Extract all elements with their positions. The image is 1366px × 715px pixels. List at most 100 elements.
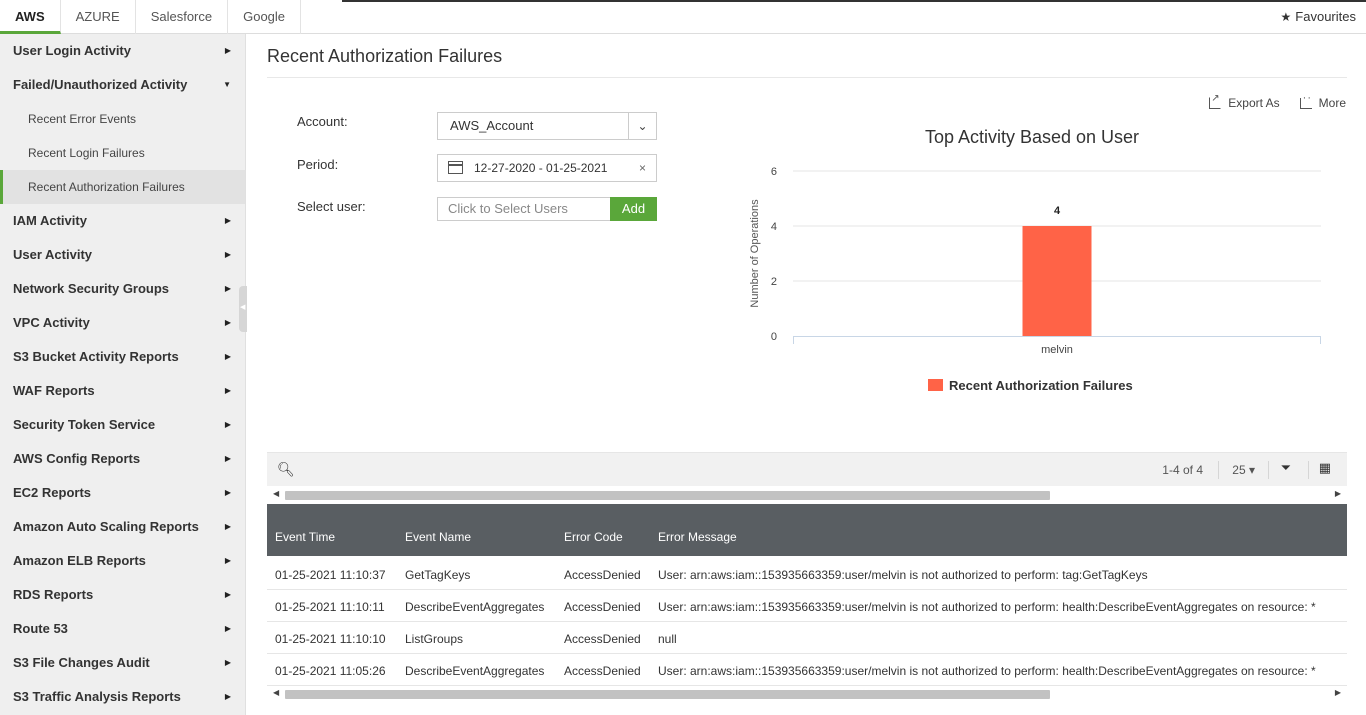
- sidebar-item-aws-config-reports[interactable]: AWS Config Reports ▶: [0, 442, 245, 476]
- sidebar-item-label: Failed/Unauthorized Activity: [13, 77, 188, 92]
- bar-data-label: 4: [1054, 205, 1061, 217]
- sidebar-item-label: User Login Activity: [13, 43, 131, 58]
- sidebar-item-amazon-elb-reports[interactable]: Amazon ELB Reports ▶: [0, 544, 245, 578]
- column-header-error-message[interactable]: Error Message: [658, 530, 737, 544]
- sidebar: User Login Activity ▶ Failed/Unauthorized…: [0, 34, 247, 715]
- scroll-right-icon[interactable]: ▶: [1334, 489, 1341, 498]
- sidebar-item-user-activity[interactable]: User Activity ▶: [0, 238, 245, 272]
- tab-google[interactable]: Google: [228, 0, 302, 34]
- main-content: Recent Authorization Failures Account: A…: [247, 34, 1366, 715]
- table-row[interactable]: 01-25-2021 11:10:37 GetTagKeys AccessDen…: [267, 558, 1347, 590]
- cell-event-name: DescribeEventAggregates: [405, 664, 545, 678]
- scroll-right-icon[interactable]: ▶: [1334, 688, 1341, 697]
- sidebar-item-s3-traffic-analysis-reports[interactable]: S3 Traffic Analysis Reports ▶: [0, 680, 245, 714]
- sidebar-item-label: Network Security Groups: [13, 281, 170, 296]
- toolbar-divider: [1268, 461, 1269, 479]
- sidebar-item-vpc-activity[interactable]: VPC Activity ▶: [0, 306, 245, 340]
- cell-event-time: 01-25-2021 11:10:11: [275, 600, 385, 614]
- select-users-input[interactable]: Click to Select Users: [437, 197, 611, 221]
- caret-right-icon: ▶: [224, 352, 231, 361]
- title-divider: [267, 77, 1347, 78]
- sidebar-item-label: VPC Activity: [13, 315, 90, 330]
- toolbar-divider: [1218, 461, 1219, 479]
- y-tick-label: 6: [771, 166, 777, 178]
- clear-icon[interactable]: ×: [638, 161, 646, 175]
- account-select[interactable]: AWS_Account ⌄: [437, 112, 657, 140]
- horizontal-scrollbar-top[interactable]: ◀ ▶: [267, 487, 1347, 503]
- cell-error-code: AccessDenied: [564, 600, 641, 614]
- top-accent-line: [342, 0, 1366, 2]
- favourites-button[interactable]: ★ Favourites: [1281, 0, 1356, 34]
- tab-salesforce[interactable]: Salesforce: [136, 0, 229, 34]
- filter-icon[interactable]: ⏷: [1280, 460, 1291, 475]
- cell-error-code: AccessDenied: [564, 664, 641, 678]
- scroll-left-icon[interactable]: ◀: [273, 489, 280, 498]
- activity-bar-chart: Top Activity Based on User 0 2 4 6 Number of …: [749, 127, 1321, 393]
- cell-error-message: User: arn:aws:iam::153935663359:user/mel…: [658, 600, 1316, 614]
- table-row[interactable]: 01-25-2021 11:10:11 DescribeEventAggrega…: [267, 590, 1347, 622]
- sidebar-item-waf-reports[interactable]: WAF Reports ▶: [0, 374, 245, 408]
- per-page-value: 25: [1232, 463, 1246, 477]
- sidebar-item-ec2-reports[interactable]: EC2 Reports ▶: [0, 476, 245, 510]
- table-row[interactable]: 01-25-2021 11:05:26 DescribeEventAggrega…: [267, 654, 1347, 686]
- sidebar-subitem-recent-error-events[interactable]: Recent Error Events: [28, 112, 137, 126]
- sidebar-item-rds-reports[interactable]: RDS Reports ▶: [0, 578, 245, 612]
- tab-aws[interactable]: AWS: [0, 0, 61, 34]
- sidebar-item-label: S3 Traffic Analysis Reports: [13, 689, 181, 704]
- sidebar-item-network-security-groups[interactable]: Network Security Groups ▶: [0, 272, 245, 306]
- cell-event-name: GetTagKeys: [405, 568, 471, 582]
- table-row[interactable]: 01-25-2021 11:10:10 ListGroups AccessDen…: [267, 622, 1347, 654]
- caret-right-icon: ▶: [224, 556, 231, 565]
- column-header-event-time[interactable]: Event Time: [275, 530, 336, 544]
- cell-event-time: 01-25-2021 11:05:26: [275, 664, 386, 678]
- sidebar-item-route-53[interactable]: Route 53 ▶: [0, 612, 245, 646]
- x-tick-label: melvin: [1041, 344, 1073, 356]
- page-title: Recent Authorization Failures: [267, 46, 503, 66]
- cloud-tabs: AWS AZURE Salesforce Google: [0, 0, 302, 34]
- y-tick-label: 0: [771, 331, 777, 343]
- horizontal-scrollbar-bottom[interactable]: ◀ ▶: [267, 686, 1347, 702]
- sidebar-subitem-recent-authorization-failures[interactable]: Recent Authorization Failures: [0, 170, 245, 204]
- search-icon[interactable]: 🔍︎: [277, 461, 295, 477]
- tab-azure[interactable]: AZURE: [61, 0, 136, 34]
- scroll-thumb[interactable]: [285, 690, 1050, 699]
- add-user-button[interactable]: Add: [610, 197, 657, 221]
- table-toolbar: 🔍︎ 1-4 of 4 25 ▾ ⏷ ▦: [267, 452, 1347, 486]
- chevron-down-icon[interactable]: ⌄: [628, 113, 656, 139]
- y-tick-label: 2: [771, 276, 777, 288]
- sidebar-collapse-handle[interactable]: ◀: [239, 286, 247, 332]
- cell-event-name: ListGroups: [405, 632, 464, 646]
- cell-error-message: null: [658, 632, 677, 646]
- sidebar-item-label: Amazon Auto Scaling Reports: [13, 519, 199, 534]
- caret-right-icon: ▶: [224, 624, 231, 633]
- chart-actions: Export As More: [1209, 92, 1346, 110]
- scroll-thumb[interactable]: [285, 491, 1050, 500]
- caret-right-icon: ▶: [224, 250, 231, 259]
- y-axis-label: Number of Operations: [749, 199, 761, 308]
- export-as-label: Export As: [1228, 96, 1280, 110]
- legend-swatch: [928, 379, 943, 391]
- cell-error-message: User: arn:aws:iam::153935663359:user/mel…: [658, 568, 1148, 582]
- select-user-label: Select user:: [297, 199, 366, 214]
- sidebar-item-s3-file-changes-audit[interactable]: S3 File Changes Audit ▶: [0, 646, 245, 680]
- column-settings-icon[interactable]: ▦: [1318, 460, 1331, 475]
- more-button[interactable]: More: [1299, 92, 1346, 110]
- sidebar-item-label: Route 53: [13, 621, 68, 636]
- sidebar-item-s3-bucket-activity-reports[interactable]: S3 Bucket Activity Reports ▶: [0, 340, 245, 374]
- column-header-error-code[interactable]: Error Code: [564, 530, 623, 544]
- sidebar-subitem-recent-login-failures[interactable]: Recent Login Failures: [28, 146, 145, 160]
- caret-right-icon: ▶: [224, 658, 231, 667]
- sidebar-item-amazon-auto-scaling-reports[interactable]: Amazon Auto Scaling Reports ▶: [0, 510, 245, 544]
- period-label: Period:: [297, 157, 339, 172]
- sidebar-item-failed-unauthorized-activity[interactable]: Failed/Unauthorized Activity ▼: [0, 68, 245, 102]
- per-page-select[interactable]: 25 ▾: [1232, 463, 1255, 477]
- sidebar-item-security-token-service[interactable]: Security Token Service ▶: [0, 408, 245, 442]
- export-as-button[interactable]: Export As: [1209, 93, 1280, 110]
- sidebar-item-iam-activity[interactable]: IAM Activity ▶: [0, 204, 245, 238]
- scroll-left-icon[interactable]: ◀: [273, 688, 280, 697]
- sidebar-item-user-login-activity[interactable]: User Login Activity ▶: [0, 34, 245, 68]
- column-header-event-name[interactable]: Event Name: [405, 530, 472, 544]
- cell-event-time: 01-25-2021 11:10:10: [275, 632, 386, 646]
- favourites-label: Favourites: [1295, 9, 1356, 24]
- period-date-range-input[interactable]: 12-27-2020 - 01-25-2021 ×: [437, 154, 657, 182]
